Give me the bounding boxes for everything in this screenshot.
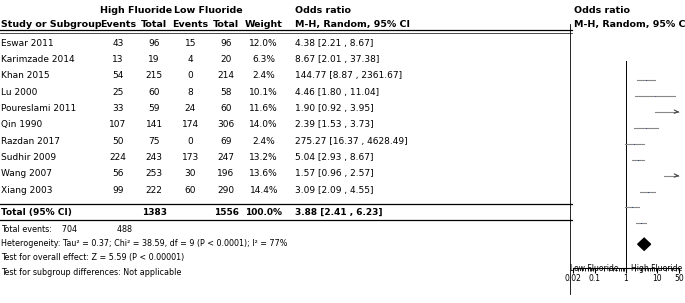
Text: 290: 290 [218, 186, 234, 195]
Text: 75: 75 [149, 137, 160, 146]
Text: 196: 196 [217, 169, 235, 178]
Text: 10.1%: 10.1% [249, 88, 278, 97]
Text: Lu 2000: Lu 2000 [1, 88, 37, 97]
Text: 247: 247 [218, 153, 234, 162]
Text: 174: 174 [182, 120, 199, 129]
Text: 173: 173 [182, 153, 199, 162]
Text: 30: 30 [185, 169, 196, 178]
Text: 8.67 [2.01 , 37.38]: 8.67 [2.01 , 37.38] [295, 55, 379, 64]
Text: 69: 69 [221, 137, 232, 146]
Text: 3.88 [2.41 , 6.23]: 3.88 [2.41 , 6.23] [295, 208, 382, 217]
Text: 56: 56 [112, 169, 123, 178]
Text: Khan 2015: Khan 2015 [1, 71, 49, 80]
Text: 14.0%: 14.0% [249, 120, 278, 129]
Text: 96: 96 [221, 38, 232, 48]
Text: 12.0%: 12.0% [249, 38, 278, 48]
Text: M-H, Random, 95% CI: M-H, Random, 95% CI [295, 20, 410, 29]
Polygon shape [638, 238, 651, 250]
Text: 59: 59 [149, 104, 160, 113]
Text: M-H, Random, 95% CI: M-H, Random, 95% CI [574, 20, 685, 29]
Text: Low Fluoride: Low Fluoride [570, 264, 619, 273]
Text: 2.39 [1.53 , 3.73]: 2.39 [1.53 , 3.73] [295, 120, 373, 129]
Text: 15: 15 [185, 38, 196, 48]
Text: Total: Total [213, 20, 239, 29]
Text: 60: 60 [185, 186, 196, 195]
Text: 215: 215 [145, 71, 163, 80]
Text: High Fluoride: High Fluoride [100, 6, 172, 15]
Text: 24: 24 [185, 104, 196, 113]
Text: 13.2%: 13.2% [249, 153, 278, 162]
Text: 144.77 [8.87 , 2361.67]: 144.77 [8.87 , 2361.67] [295, 71, 401, 80]
Text: Total: Total [141, 20, 167, 29]
Text: 20: 20 [221, 55, 232, 64]
Text: Test for overall effect: Z = 5.59 (P < 0.00001): Test for overall effect: Z = 5.59 (P < 0… [1, 253, 184, 262]
Text: 2.4%: 2.4% [252, 71, 275, 80]
Text: 6.3%: 6.3% [252, 55, 275, 64]
Text: 222: 222 [146, 186, 162, 195]
Text: 33: 33 [112, 104, 123, 113]
Text: 25: 25 [112, 88, 123, 97]
Text: Qin 1990: Qin 1990 [1, 120, 42, 129]
Text: Weight: Weight [245, 20, 283, 29]
Text: 60: 60 [221, 104, 232, 113]
Text: 58: 58 [221, 88, 232, 97]
Text: 13.6%: 13.6% [249, 169, 278, 178]
Text: 253: 253 [145, 169, 163, 178]
Text: 19: 19 [149, 55, 160, 64]
Text: 2.4%: 2.4% [252, 137, 275, 146]
Text: 306: 306 [217, 120, 235, 129]
Text: 5.04 [2.93 , 8.67]: 5.04 [2.93 , 8.67] [295, 153, 373, 162]
Text: 13: 13 [112, 55, 123, 64]
Text: 50: 50 [112, 137, 123, 146]
Text: 3.09 [2.09 , 4.55]: 3.09 [2.09 , 4.55] [295, 186, 373, 195]
Text: Heterogeneity: Tau² = 0.37; Chi² = 38.59, df = 9 (P < 0.0001); I² = 77%: Heterogeneity: Tau² = 0.37; Chi² = 38.59… [1, 239, 287, 248]
Text: 1.57 [0.96 , 2.57]: 1.57 [0.96 , 2.57] [295, 169, 373, 178]
Text: 100.0%: 100.0% [245, 208, 282, 217]
Text: Karimzade 2014: Karimzade 2014 [1, 55, 74, 64]
Text: 0: 0 [188, 137, 193, 146]
Text: 99: 99 [112, 186, 123, 195]
Text: Low Fluoride: Low Fluoride [174, 6, 242, 15]
Text: Xiang 2003: Xiang 2003 [1, 186, 52, 195]
Text: 224: 224 [110, 153, 126, 162]
Text: 60: 60 [149, 88, 160, 97]
Text: 96: 96 [149, 38, 160, 48]
Text: Razdan 2017: Razdan 2017 [1, 137, 60, 146]
Text: Study or Subgroup: Study or Subgroup [1, 20, 101, 29]
Text: Events: Events [100, 20, 136, 29]
Text: 141: 141 [145, 120, 163, 129]
Text: Sudhir 2009: Sudhir 2009 [1, 153, 55, 162]
Text: 43: 43 [112, 38, 123, 48]
Text: 4.38 [2.21 , 8.67]: 4.38 [2.21 , 8.67] [295, 38, 373, 48]
Text: 4.46 [1.80 , 11.04]: 4.46 [1.80 , 11.04] [295, 88, 379, 97]
Text: Total (95% CI): Total (95% CI) [1, 208, 71, 217]
Text: 275.27 [16.37 , 4628.49]: 275.27 [16.37 , 4628.49] [295, 137, 407, 146]
Text: 1556: 1556 [214, 208, 238, 217]
Text: 54: 54 [112, 71, 123, 80]
Text: Odds ratio: Odds ratio [295, 6, 351, 15]
Text: 4: 4 [188, 55, 193, 64]
Text: Events: Events [173, 20, 208, 29]
Text: High Fluoride: High Fluoride [632, 264, 683, 273]
Text: Test for subgroup differences: Not applicable: Test for subgroup differences: Not appli… [1, 268, 181, 277]
Text: 214: 214 [218, 71, 234, 80]
Text: Odds ratio: Odds ratio [574, 6, 630, 15]
Text: 14.4%: 14.4% [249, 186, 278, 195]
Text: 0: 0 [188, 71, 193, 80]
Text: 107: 107 [109, 120, 127, 129]
Text: Wang 2007: Wang 2007 [1, 169, 51, 178]
Text: 243: 243 [146, 153, 162, 162]
Text: Total events:    704                488: Total events: 704 488 [1, 225, 132, 234]
Text: Eswar 2011: Eswar 2011 [1, 38, 53, 48]
Text: 11.6%: 11.6% [249, 104, 278, 113]
Text: Poureslami 2011: Poureslami 2011 [1, 104, 76, 113]
Text: 1.90 [0.92 , 3.95]: 1.90 [0.92 , 3.95] [295, 104, 373, 113]
Text: 8: 8 [188, 88, 193, 97]
Text: 1383: 1383 [142, 208, 166, 217]
